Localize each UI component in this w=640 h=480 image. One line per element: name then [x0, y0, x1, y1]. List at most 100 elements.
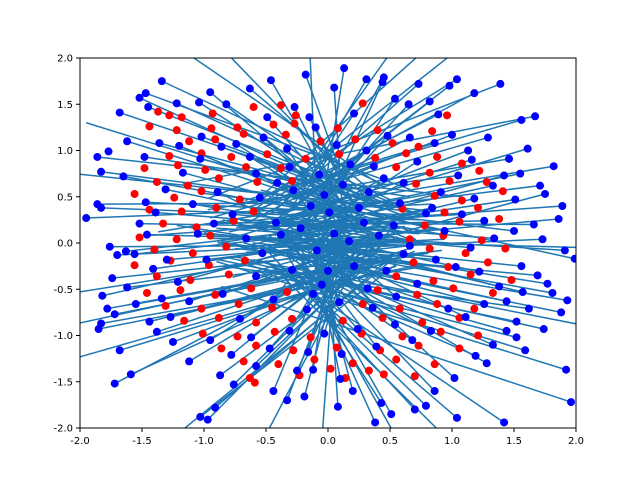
blue-point	[315, 170, 324, 179]
blue-point	[405, 241, 414, 250]
red-point	[180, 316, 189, 325]
blue-point	[283, 396, 292, 405]
red-point	[173, 161, 182, 170]
blue-point	[554, 214, 563, 223]
segment-line	[237, 174, 459, 204]
blue-point	[172, 99, 181, 108]
blue-point	[157, 294, 166, 303]
blue-point	[505, 154, 514, 163]
blue-point	[533, 271, 542, 280]
blue-point	[300, 392, 309, 401]
blue-point	[488, 181, 497, 190]
blue-point	[202, 255, 211, 264]
blue-point	[252, 362, 261, 371]
blue-point	[144, 103, 153, 112]
blue-point	[269, 295, 278, 304]
blue-point	[523, 144, 532, 153]
blue-point	[517, 262, 526, 271]
red-point	[414, 341, 423, 350]
blue-point	[359, 218, 368, 227]
blue-point	[252, 272, 261, 281]
blue-point	[203, 415, 212, 424]
red-point	[392, 272, 401, 281]
blue-point	[570, 254, 576, 263]
red-point	[483, 258, 492, 267]
blue-point	[216, 371, 225, 380]
red-point	[455, 313, 464, 322]
blue-point	[93, 152, 102, 161]
blue-point	[290, 103, 299, 112]
blue-point	[130, 250, 139, 259]
red-point	[433, 300, 442, 309]
red-point	[379, 370, 388, 379]
blue-point	[309, 365, 318, 374]
red-point	[172, 235, 181, 244]
red-point	[364, 366, 373, 375]
blue-point	[362, 146, 371, 155]
blue-point	[390, 94, 399, 103]
red-point	[289, 346, 298, 355]
red-point	[338, 316, 347, 325]
blue-point	[330, 83, 339, 92]
red-point	[161, 301, 170, 310]
red-point	[395, 304, 404, 313]
red-point	[457, 196, 466, 205]
segment-line	[100, 266, 420, 325]
blue-point	[483, 133, 492, 142]
blue-point	[475, 267, 484, 276]
segment-line	[322, 266, 335, 428]
blue-point	[320, 190, 329, 199]
red-point	[428, 127, 437, 136]
blue-point	[454, 171, 463, 180]
blue-point	[450, 374, 459, 383]
blue-point	[222, 100, 231, 109]
red-point	[301, 154, 310, 163]
blue-point	[273, 178, 282, 187]
red-point	[206, 231, 215, 240]
red-point	[152, 272, 161, 281]
red-point	[388, 139, 397, 148]
red-point	[269, 120, 278, 129]
y-tick-label: -2.0	[53, 424, 73, 435]
red-point	[474, 203, 483, 212]
blue-point	[141, 89, 150, 98]
blue-point	[410, 405, 419, 414]
blue-point	[227, 350, 236, 359]
blue-point	[399, 250, 408, 259]
red-point	[440, 208, 449, 217]
blue-point	[436, 188, 445, 197]
segment-line	[203, 232, 522, 267]
red-point	[507, 276, 516, 284]
red-point	[461, 249, 470, 258]
x-tick-label: 1.5	[506, 436, 522, 447]
blue-point	[428, 203, 437, 212]
red-point	[310, 355, 319, 364]
red-point	[418, 318, 427, 327]
blue-point	[301, 70, 310, 79]
blue-point	[516, 169, 525, 178]
red-point	[249, 103, 258, 112]
blue-point	[539, 325, 548, 334]
blue-point	[259, 133, 268, 142]
blue-point	[105, 242, 114, 251]
blue-point	[413, 279, 422, 288]
blue-point	[258, 249, 267, 258]
blue-point	[471, 351, 480, 360]
red-point	[392, 355, 401, 364]
blue-point	[121, 247, 130, 256]
blue-point	[353, 325, 362, 334]
blue-point	[379, 174, 388, 183]
blue-point	[285, 163, 294, 172]
red-point	[214, 313, 223, 322]
blue-point	[521, 346, 530, 355]
red-point	[288, 177, 297, 186]
x-tick-label: -1.5	[132, 436, 152, 447]
blue-point	[97, 203, 106, 212]
blue-point	[333, 402, 342, 411]
blue-point	[340, 64, 349, 73]
red-point	[358, 300, 367, 309]
blue-point	[346, 160, 355, 169]
red-point	[429, 276, 438, 285]
blue-point	[162, 255, 171, 264]
red-point	[240, 256, 249, 265]
